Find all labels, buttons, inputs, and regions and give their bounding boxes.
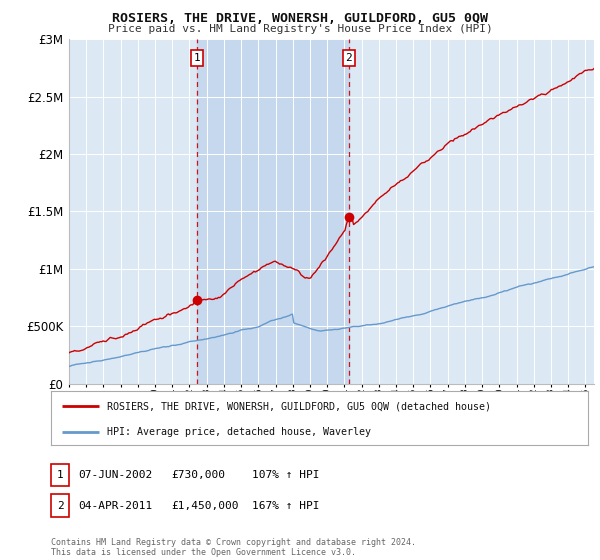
- Text: Contains HM Land Registry data © Crown copyright and database right 2024.
This d: Contains HM Land Registry data © Crown c…: [51, 538, 416, 557]
- Text: HPI: Average price, detached house, Waverley: HPI: Average price, detached house, Wave…: [107, 427, 371, 437]
- Text: Price paid vs. HM Land Registry's House Price Index (HPI): Price paid vs. HM Land Registry's House …: [107, 24, 493, 34]
- Text: 167% ↑ HPI: 167% ↑ HPI: [252, 501, 320, 511]
- Text: 07-JUN-2002: 07-JUN-2002: [78, 470, 152, 480]
- Text: £1,450,000: £1,450,000: [171, 501, 238, 511]
- Text: ROSIERS, THE DRIVE, WONERSH, GUILDFORD, GU5 0QW: ROSIERS, THE DRIVE, WONERSH, GUILDFORD, …: [112, 12, 488, 25]
- Text: 107% ↑ HPI: 107% ↑ HPI: [252, 470, 320, 480]
- Text: 2: 2: [56, 501, 64, 511]
- Text: ROSIERS, THE DRIVE, WONERSH, GUILDFORD, GU5 0QW (detached house): ROSIERS, THE DRIVE, WONERSH, GUILDFORD, …: [107, 401, 491, 411]
- Text: 1: 1: [194, 53, 200, 63]
- Text: 1: 1: [56, 470, 64, 480]
- Text: £730,000: £730,000: [171, 470, 225, 480]
- Text: 04-APR-2011: 04-APR-2011: [78, 501, 152, 511]
- Bar: [197, 39, 349, 384]
- Text: 2: 2: [346, 53, 352, 63]
